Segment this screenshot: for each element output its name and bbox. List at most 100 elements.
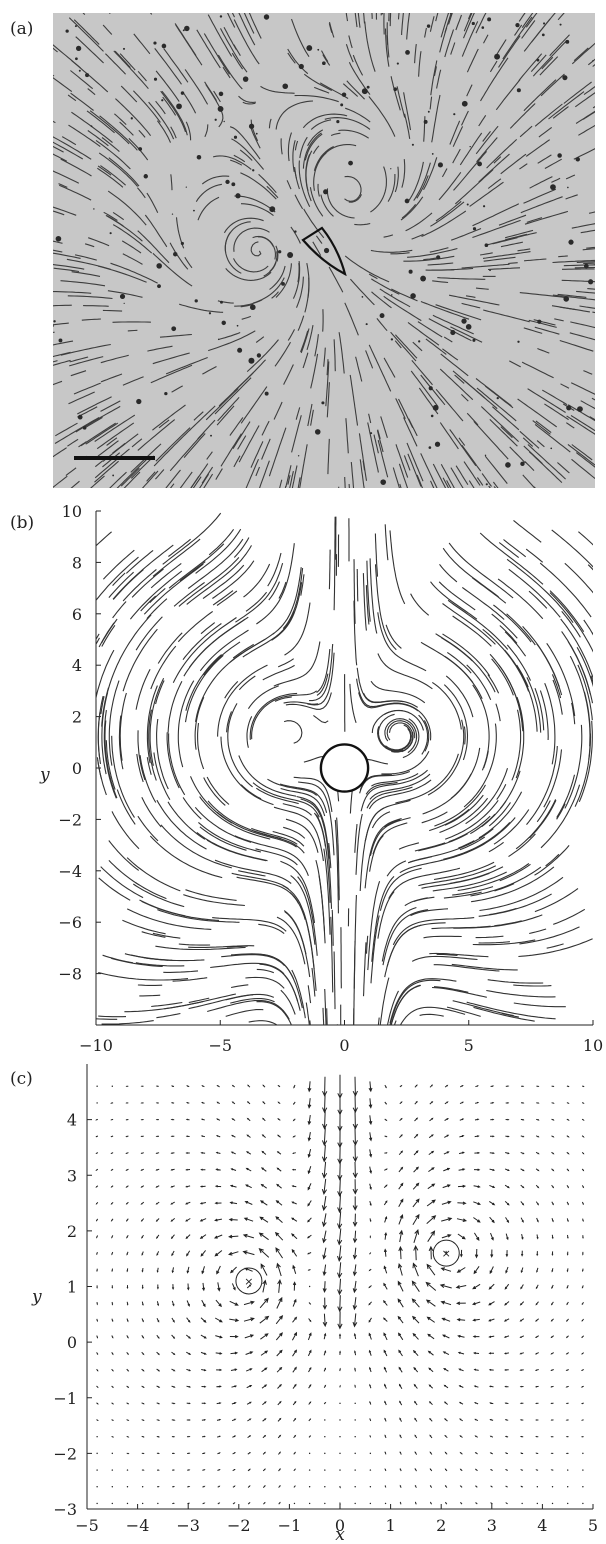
b-streak	[198, 821, 262, 853]
c-arrow	[411, 1315, 420, 1324]
c-arrow	[228, 1218, 238, 1222]
c-arrow	[489, 1402, 494, 1405]
b-streak	[196, 832, 268, 862]
c-arrow	[489, 1435, 494, 1438]
a-speck	[370, 432, 373, 435]
a-speck	[294, 230, 297, 233]
c-velocity-arrows	[95, 1074, 585, 1506]
b-streak	[296, 795, 316, 806]
b-x-tick-label: −10	[79, 1036, 113, 1055]
b-streak	[371, 773, 419, 787]
a-streak	[520, 196, 563, 214]
c-arrow	[550, 1318, 554, 1322]
b-streak	[499, 863, 531, 882]
a-streak	[465, 295, 476, 298]
a-streak	[107, 290, 143, 298]
b-streak	[186, 545, 252, 605]
b-x-tick-label: 5	[464, 1036, 474, 1055]
c-arrow	[275, 1200, 283, 1206]
c-arrow	[321, 1127, 328, 1147]
a-streak	[170, 126, 177, 139]
a-streak	[273, 401, 283, 420]
b-streak	[151, 1001, 183, 1008]
b-streak	[487, 979, 544, 984]
c-arrow	[291, 1331, 298, 1341]
c-arrow	[566, 1251, 569, 1256]
panel-label-c: (c)	[10, 1069, 33, 1089]
a-streak	[565, 174, 576, 180]
b-streak	[427, 719, 465, 796]
a-streak	[397, 13, 400, 20]
a-streak	[148, 101, 175, 140]
a-streak	[523, 188, 557, 204]
a-streak	[571, 458, 595, 480]
a-streak	[444, 29, 455, 58]
c-arrow	[427, 1183, 436, 1190]
b-streak	[528, 590, 548, 609]
c-arrow	[567, 1502, 569, 1505]
b-streak	[481, 800, 507, 828]
b-streak	[587, 564, 593, 571]
b-streak	[122, 919, 166, 935]
a-speck	[411, 143, 414, 146]
c-arrow	[551, 1118, 555, 1121]
a-streak	[97, 165, 112, 176]
b-streak	[137, 730, 146, 781]
a-streak	[258, 173, 277, 194]
c-arrow	[126, 1402, 130, 1405]
c-arrow	[258, 1232, 269, 1241]
c-arrow	[126, 1368, 130, 1372]
c-arrow	[384, 1502, 387, 1505]
c-arrow	[277, 1383, 282, 1389]
b-streak	[282, 885, 315, 970]
a-speck	[321, 401, 325, 405]
c-arrow	[352, 1076, 358, 1097]
c-arrow	[199, 1218, 207, 1222]
c-arrow	[156, 1284, 159, 1290]
b-streak	[283, 720, 303, 744]
b-streak	[577, 664, 593, 721]
a-streak	[548, 91, 585, 120]
b-streak	[466, 664, 492, 701]
c-arrow	[580, 1385, 584, 1388]
a-streak	[250, 241, 262, 257]
c-arrow	[126, 1469, 129, 1471]
a-speck	[82, 426, 87, 430]
a-speck	[214, 118, 217, 121]
a-streak	[101, 137, 120, 153]
b-streak	[256, 968, 274, 974]
b-streak	[442, 603, 496, 645]
b-streak	[434, 784, 486, 827]
b-streak	[108, 680, 120, 766]
c-arrow	[369, 1235, 372, 1239]
a-speck	[65, 29, 69, 33]
b-obstacle-circle	[319, 743, 370, 793]
b-streak	[385, 728, 412, 751]
a-streak	[181, 91, 197, 114]
c-x-tick-label: 3	[487, 1516, 497, 1535]
c-arrow	[96, 1385, 99, 1389]
c-arrow	[504, 1419, 509, 1421]
c-arrow	[384, 1152, 388, 1154]
c-arrow	[520, 1452, 524, 1455]
b-streak	[139, 994, 161, 997]
c-arrow	[278, 1451, 281, 1455]
c-arrow	[155, 1085, 159, 1087]
c-arrow	[155, 1185, 160, 1188]
b-streak	[102, 549, 135, 580]
c-arrow	[414, 1467, 417, 1472]
c-arrow	[352, 1093, 358, 1114]
a-streak	[450, 467, 464, 488]
c-arrow	[369, 1383, 372, 1389]
b-streak	[188, 993, 275, 1010]
b-streak	[224, 681, 239, 699]
a-streak	[565, 194, 578, 200]
a-streak	[574, 92, 595, 108]
c-arrow	[262, 1485, 266, 1488]
c-arrow	[111, 1235, 114, 1239]
a-streak	[376, 430, 384, 453]
b-streak	[305, 1002, 310, 1025]
a-streak	[429, 96, 433, 110]
a-speck	[180, 91, 185, 95]
c-arrow	[457, 1351, 465, 1355]
